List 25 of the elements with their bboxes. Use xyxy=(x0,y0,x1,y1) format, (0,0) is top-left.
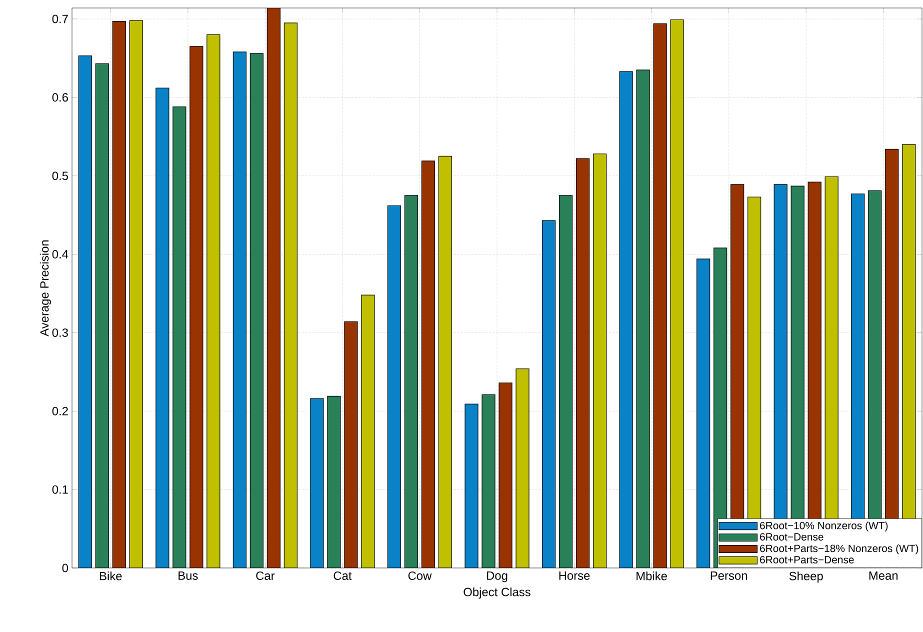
x-tick-label: Mean xyxy=(869,572,898,580)
y-tick-label: 0.5 xyxy=(52,172,68,180)
y-tick-label: 0.6 xyxy=(52,93,68,102)
x-tick-label: Horse xyxy=(559,572,590,580)
y-tick-label: 0.4 xyxy=(52,250,68,258)
legend-label: 6Root+Parts−18% Nonzeros (WT) xyxy=(760,544,918,554)
x-tick-label: Cat xyxy=(334,572,352,580)
x-tick-label: Mbike xyxy=(636,572,667,580)
y-tick-label: 0.7 xyxy=(52,14,68,24)
x-tick-label: Bus xyxy=(178,572,198,580)
legend-label: 6Root−Dense xyxy=(760,533,824,541)
x-tick-label: Person xyxy=(710,572,747,580)
legend-label: 6Root−10% Nonzeros (WT) xyxy=(760,522,888,532)
y-tick-label: 0.1 xyxy=(52,485,68,494)
x-tick-label: Car xyxy=(256,572,275,580)
x-tick-label: Cow xyxy=(408,572,432,580)
y-axis-title: Average Precision xyxy=(40,240,52,336)
x-axis-title: Object Class xyxy=(464,587,530,599)
legend-label: 6Root+Parts−Dense xyxy=(760,556,854,564)
x-tick-label: Bike xyxy=(100,572,122,580)
y-tick-label: 0 xyxy=(62,564,68,572)
y-tick-label: 0.3 xyxy=(52,328,68,337)
x-tick-label: Dog xyxy=(487,572,508,582)
x-tick-label: Sheep xyxy=(789,572,823,583)
y-tick-label: 0.2 xyxy=(52,406,68,416)
